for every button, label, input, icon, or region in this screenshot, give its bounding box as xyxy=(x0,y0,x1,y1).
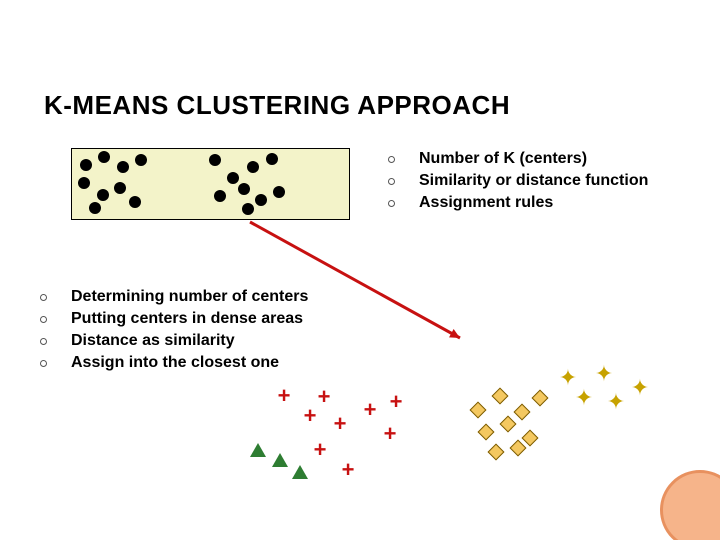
bullet-text: Assignment rules xyxy=(419,194,553,212)
plus-marker: + xyxy=(278,385,291,407)
star-marker: ✦ xyxy=(631,377,649,399)
star-marker: ✦ xyxy=(575,387,593,409)
left-bullet-list: Determining number of centers Putting cen… xyxy=(40,288,308,376)
bullet-marker-icon xyxy=(40,316,47,323)
triangle-marker xyxy=(292,465,308,479)
diamond-marker xyxy=(500,416,517,433)
bullet-item: Assignment rules xyxy=(388,194,648,212)
data-dot xyxy=(238,183,250,195)
bullet-item: Determining number of centers xyxy=(40,288,308,306)
data-dot xyxy=(266,153,278,165)
data-dot xyxy=(78,177,90,189)
data-dot xyxy=(242,203,254,215)
data-dot xyxy=(135,154,147,166)
bullet-text: Distance as similarity xyxy=(71,332,235,350)
bullet-marker-icon xyxy=(388,200,395,207)
bullet-marker-icon xyxy=(388,156,395,163)
data-dot xyxy=(214,190,226,202)
star-marker: ✦ xyxy=(595,363,613,385)
data-dot xyxy=(209,154,221,166)
bullet-item: Putting centers in dense areas xyxy=(40,310,308,328)
diamond-marker xyxy=(522,430,539,447)
data-dot xyxy=(247,161,259,173)
plus-marker: + xyxy=(318,386,331,408)
plus-marker: + xyxy=(314,439,327,461)
bullet-marker-icon xyxy=(388,178,395,185)
data-dot xyxy=(80,159,92,171)
bullet-text: Putting centers in dense areas xyxy=(71,310,303,328)
data-dot xyxy=(98,151,110,163)
plus-marker: + xyxy=(342,459,355,481)
bullet-marker-icon xyxy=(40,360,47,367)
plus-marker: + xyxy=(304,405,317,427)
plus-marker: + xyxy=(384,423,397,445)
bullet-text: Similarity or distance function xyxy=(419,172,648,190)
data-dot xyxy=(89,202,101,214)
diamond-marker xyxy=(488,444,505,461)
right-bullet-list: Number of K (centers) Similarity or dista… xyxy=(388,150,648,216)
data-dot xyxy=(97,189,109,201)
arrow-icon xyxy=(0,0,720,540)
bullet-text: Determining number of centers xyxy=(71,288,308,306)
bullet-marker-icon xyxy=(40,338,47,345)
triangle-marker xyxy=(250,443,266,457)
bullet-item: Assign into the closest one xyxy=(40,354,308,372)
data-dot xyxy=(227,172,239,184)
data-dot xyxy=(117,161,129,173)
plus-marker: + xyxy=(390,391,403,413)
bullet-text: Assign into the closest one xyxy=(71,354,279,372)
triangle-marker xyxy=(272,453,288,467)
data-dot xyxy=(273,186,285,198)
plus-marker: + xyxy=(334,413,347,435)
plus-marker: + xyxy=(364,399,377,421)
slide-title: K-MEANS CLUSTERING APPROACH xyxy=(44,90,510,121)
data-dot xyxy=(114,182,126,194)
corner-decoration xyxy=(660,470,720,540)
slide-root: K-MEANS CLUSTERING APPROACH Number of K … xyxy=(0,0,720,540)
bullet-item: Number of K (centers) xyxy=(388,150,648,168)
bullet-item: Distance as similarity xyxy=(40,332,308,350)
diamond-marker xyxy=(514,404,531,421)
bullet-item: Similarity or distance function xyxy=(388,172,648,190)
diamond-marker xyxy=(510,440,527,457)
diamond-marker xyxy=(532,390,549,407)
data-dot xyxy=(255,194,267,206)
diamond-marker xyxy=(492,388,509,405)
bullet-text: Number of K (centers) xyxy=(419,150,587,168)
diamond-marker xyxy=(478,424,495,441)
star-marker: ✦ xyxy=(607,391,625,413)
data-dot xyxy=(129,196,141,208)
diamond-marker xyxy=(470,402,487,419)
bullet-marker-icon xyxy=(40,294,47,301)
